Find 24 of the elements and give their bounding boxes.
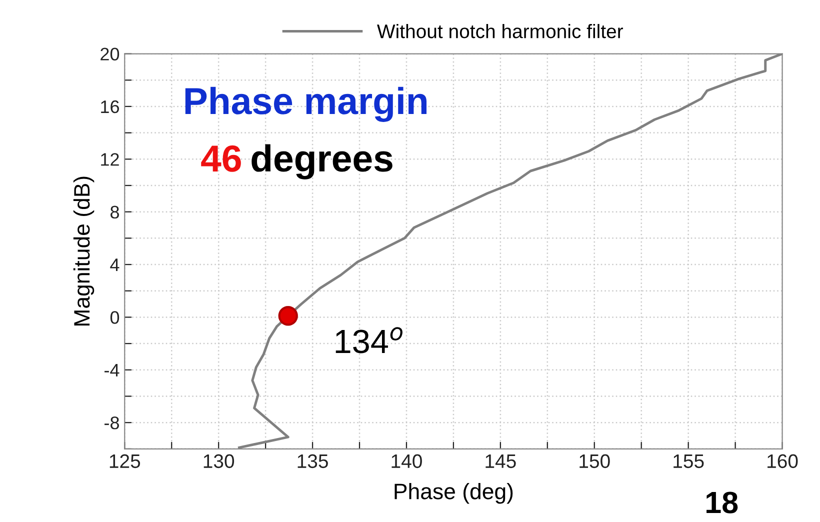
y-tick-label: 8 <box>110 206 119 219</box>
annotation: 46 <box>201 145 241 172</box>
annotation: degrees <box>252 144 392 180</box>
y-axis-title: Magnitude (dB) <box>73 176 94 326</box>
y-tick-label: -8 <box>104 416 119 430</box>
x-tick-label: 145 <box>486 454 516 468</box>
annotation: Phase margin <box>185 86 427 122</box>
x-tick-label: 125 <box>110 454 140 468</box>
y-tick-label: 4 <box>110 258 120 272</box>
x-tick-label: 160 <box>768 454 798 468</box>
annotation: 134$^{o}$ <box>336 327 402 354</box>
y-tick-label: 12 <box>101 153 119 166</box>
y-tick-label: -4 <box>104 364 120 376</box>
x-tick-label: 155 <box>674 454 704 468</box>
y-tick-label: 20 <box>100 48 120 60</box>
y-tick-label: 16 <box>101 100 119 114</box>
x-tick-label: 140 <box>392 454 422 468</box>
y-tick-label: 0 <box>110 311 120 324</box>
text: 18 <box>706 492 738 514</box>
x-axis-title: Phase (deg) <box>394 483 513 504</box>
x-tick-label: 130 <box>204 454 234 468</box>
x-tick-label: 135 <box>298 454 328 468</box>
x-tick-label: 150 <box>580 454 610 468</box>
legend-label: Without notch harmonic filter <box>377 24 624 38</box>
